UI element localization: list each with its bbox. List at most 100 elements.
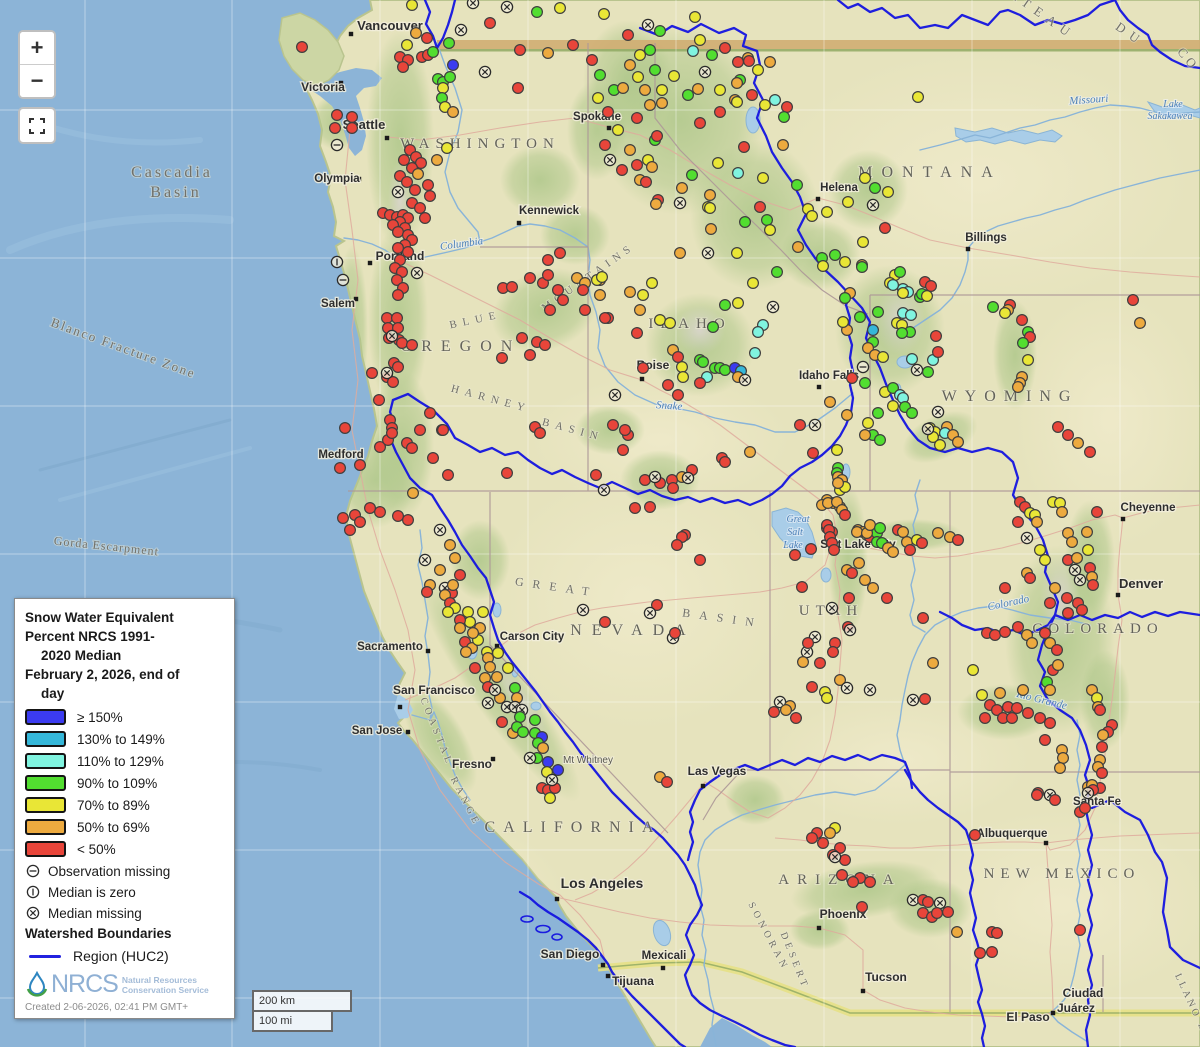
station-dot-70to89[interactable] xyxy=(406,0,418,11)
station-dot-lt50[interactable] xyxy=(628,502,641,515)
station-dot-70to89[interactable] xyxy=(805,210,818,223)
station-dot-50to69[interactable] xyxy=(823,396,836,409)
station-dot-lt50[interactable] xyxy=(1061,429,1074,442)
station-dot-median-missing[interactable] xyxy=(410,266,424,280)
station-dot-median-missing[interactable] xyxy=(1068,563,1082,577)
station-dot-lt50[interactable] xyxy=(419,212,432,225)
station-dot-90to109[interactable] xyxy=(443,36,456,49)
station-dot-lt50[interactable] xyxy=(788,548,801,561)
station-dot-50to69[interactable] xyxy=(1030,515,1043,528)
station-dot-90to109[interactable] xyxy=(528,713,541,726)
station-dot-lt50[interactable] xyxy=(387,376,400,389)
station-dot-lt50[interactable] xyxy=(661,379,674,392)
station-dot-50to69[interactable] xyxy=(763,55,776,68)
station-dot-50to69[interactable] xyxy=(431,154,444,167)
station-dot-70to89[interactable] xyxy=(693,33,706,46)
station-dot-lt50[interactable] xyxy=(789,711,802,724)
station-dot-median-missing[interactable] xyxy=(488,683,502,697)
station-dot-lt50[interactable] xyxy=(863,875,876,888)
station-dot-median-missing[interactable] xyxy=(863,683,877,697)
station-dot-50to69[interactable] xyxy=(1051,658,1064,671)
station-dot-lt50[interactable] xyxy=(354,459,367,472)
station-dot-50to69[interactable] xyxy=(691,82,704,95)
station-dot-lt50[interactable] xyxy=(606,419,619,432)
station-dot-lt50[interactable] xyxy=(469,661,482,674)
station-dot-130to149[interactable] xyxy=(866,324,879,337)
station-dot-median-missing[interactable] xyxy=(1081,786,1095,800)
station-dot-50to69[interactable] xyxy=(779,703,792,716)
station-dot-lt50[interactable] xyxy=(1010,701,1023,714)
station-dot-70to89[interactable] xyxy=(655,83,668,96)
station-dot-median-missing[interactable] xyxy=(701,246,715,260)
station-dot-lt50[interactable] xyxy=(427,452,440,465)
station-dot-lt50[interactable] xyxy=(601,105,614,118)
station-dot-lt50[interactable] xyxy=(713,105,726,118)
station-dot-110to129[interactable] xyxy=(904,309,917,322)
station-dot-50to69[interactable] xyxy=(863,518,876,531)
station-dot-lt50[interactable] xyxy=(533,427,546,440)
station-dot-median-missing[interactable] xyxy=(910,363,924,377)
station-dot-lt50[interactable] xyxy=(838,509,851,522)
station-dot-lt50[interactable] xyxy=(941,905,954,918)
station-dot-50to69[interactable] xyxy=(791,241,804,254)
station-dot-lt50[interactable] xyxy=(1011,515,1024,528)
station-dot-70to89[interactable] xyxy=(633,48,646,61)
station-dot-obs-missing[interactable] xyxy=(336,273,350,287)
station-dot-lt50[interactable] xyxy=(553,247,566,260)
station-dot-lt50[interactable] xyxy=(589,469,602,482)
station-dot-lt50[interactable] xyxy=(598,312,611,325)
station-dot-lt50[interactable] xyxy=(835,868,848,881)
station-dot-70to89[interactable] xyxy=(896,287,909,300)
station-dot-ge150[interactable] xyxy=(541,755,554,768)
station-dot-median-missing[interactable] xyxy=(840,681,854,695)
station-dot-50to69[interactable] xyxy=(796,655,809,668)
station-dot-lt50[interactable] xyxy=(296,40,309,53)
station-dot-lt50[interactable] xyxy=(1073,923,1086,936)
station-dot-lt50[interactable] xyxy=(398,154,411,167)
station-dot-median-missing[interactable] xyxy=(1020,531,1034,545)
zoom-out-button[interactable]: − xyxy=(20,65,54,97)
station-dot-lt50[interactable] xyxy=(421,31,434,44)
station-dot-lt50[interactable] xyxy=(402,246,415,259)
station-dot-median-missing[interactable] xyxy=(478,65,492,79)
station-dot-lt50[interactable] xyxy=(1083,446,1096,459)
station-dot-median-missing[interactable] xyxy=(933,896,947,910)
station-dot-lt50[interactable] xyxy=(1048,793,1061,806)
station-dot-lt50[interactable] xyxy=(827,543,840,556)
station-dot-median-zero[interactable] xyxy=(330,255,344,269)
station-dot-lt50[interactable] xyxy=(374,441,387,454)
station-dot-lt50[interactable] xyxy=(392,510,405,523)
station-dot-lt50[interactable] xyxy=(422,179,435,192)
station-dot-lt50[interactable] xyxy=(998,625,1011,638)
station-dot-50to69[interactable] xyxy=(447,105,460,118)
station-dot-50to69[interactable] xyxy=(536,741,549,754)
station-dot-lt50[interactable] xyxy=(804,542,817,555)
station-dot-70to89[interactable] xyxy=(933,439,946,452)
station-dot-50to69[interactable] xyxy=(951,436,964,449)
station-dot-70to89[interactable] xyxy=(820,206,833,219)
station-dot-lt50[interactable] xyxy=(801,636,814,649)
station-dot-70to89[interactable] xyxy=(966,663,979,676)
station-dot-90to109[interactable] xyxy=(718,299,731,312)
station-dot-median-missing[interactable] xyxy=(681,471,695,485)
station-dot-median-missing[interactable] xyxy=(698,65,712,79)
station-dot-90to109[interactable] xyxy=(685,169,698,182)
station-dot-50to69[interactable] xyxy=(850,525,863,538)
station-dot-90to109[interactable] xyxy=(895,327,908,340)
station-dot-lt50[interactable] xyxy=(838,853,851,866)
station-dot-lt50[interactable] xyxy=(414,202,427,215)
station-dot-lt50[interactable] xyxy=(616,444,629,457)
station-dot-70to89[interactable] xyxy=(595,271,608,284)
station-dot-lt50[interactable] xyxy=(998,581,1011,594)
station-dot-lt50[interactable] xyxy=(506,281,519,294)
station-dot-lt50[interactable] xyxy=(1060,591,1073,604)
station-dot-70to89[interactable] xyxy=(464,615,477,628)
station-dot-lt50[interactable] xyxy=(406,442,419,455)
station-dot-50to69[interactable] xyxy=(1065,535,1078,548)
station-dot-lt50[interactable] xyxy=(1011,620,1024,633)
station-dot-70to89[interactable] xyxy=(920,290,933,303)
station-dot-lt50[interactable] xyxy=(402,513,415,526)
station-dot-70to89[interactable] xyxy=(401,38,414,51)
station-dot-70to89[interactable] xyxy=(636,289,649,302)
station-dot-70to89[interactable] xyxy=(856,236,869,249)
